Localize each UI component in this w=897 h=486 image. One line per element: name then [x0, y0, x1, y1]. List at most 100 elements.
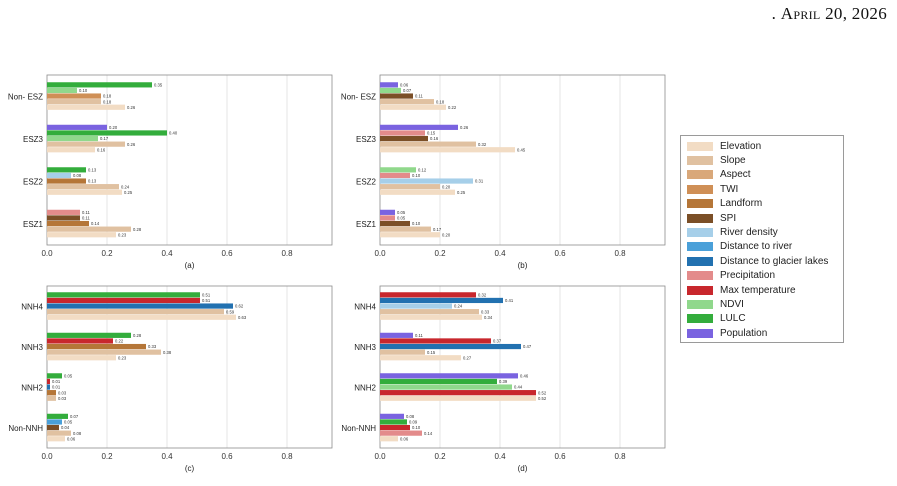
- legend-label: Population: [720, 327, 768, 339]
- legend-item: Population: [687, 326, 837, 340]
- bar: [380, 373, 518, 379]
- bar-value-label: 0.31: [475, 179, 484, 184]
- bar-value-label: 0.10: [412, 425, 421, 430]
- bar-value-label: 0.24: [454, 304, 463, 309]
- header-date: April 20, 2026: [780, 4, 887, 23]
- bar: [47, 209, 80, 215]
- legend-swatch: [687, 256, 713, 266]
- bar: [47, 87, 77, 94]
- legend-label: Aspect: [720, 169, 751, 181]
- legend-swatch: [687, 213, 713, 223]
- bar: [47, 232, 116, 238]
- bar-value-label: 0.17: [100, 136, 109, 141]
- bar: [47, 124, 107, 130]
- bar-value-label: 0.28: [133, 227, 142, 232]
- x-tick-label: 0.2: [101, 249, 113, 258]
- bar: [47, 303, 233, 309]
- category-label: NNH3: [21, 343, 43, 352]
- legend-item: Aspect: [687, 168, 837, 182]
- legend-item: Distance to glacier lakes: [687, 254, 837, 268]
- bar-value-label: 0.14: [91, 221, 100, 226]
- bar-value-label: 0.04: [61, 425, 70, 430]
- x-tick-label: 0.8: [281, 452, 293, 461]
- legend-swatch: [687, 141, 713, 151]
- bar: [380, 314, 482, 320]
- legend-item: River density: [687, 225, 837, 239]
- bar-value-label: 0.05: [397, 216, 406, 221]
- legend-item: Landform: [687, 197, 837, 211]
- x-tick-label: 0.4: [161, 452, 173, 461]
- legend-item: SPI: [687, 211, 837, 225]
- bar-value-label: 0.05: [397, 210, 406, 215]
- bar: [47, 220, 89, 227]
- bar: [380, 141, 476, 147]
- bar-value-label: 0.41: [505, 298, 514, 303]
- legend-item: TWI: [687, 182, 837, 196]
- panel-label: (b): [518, 261, 528, 270]
- bar: [380, 130, 425, 136]
- bar-value-label: 0.47: [523, 344, 532, 349]
- bar: [47, 215, 80, 221]
- bar-value-label: 0.03: [58, 396, 67, 401]
- bar-value-label: 0.63: [238, 315, 247, 320]
- bar-value-label: 0.10: [412, 173, 421, 178]
- legend-label: Distance to glacier lakes: [720, 255, 829, 267]
- bar-value-label: 0.09: [409, 420, 418, 425]
- bar-value-label: 0.20: [109, 125, 118, 130]
- bar-value-label: 0.52: [538, 396, 547, 401]
- bar-value-label: 0.01: [52, 379, 61, 384]
- bar-value-label: 0.40: [169, 131, 178, 136]
- bar-value-label: 0.33: [481, 309, 490, 314]
- bar: [380, 178, 473, 184]
- bar-value-label: 0.11: [82, 216, 91, 221]
- bar: [47, 419, 62, 425]
- category-label: ESZ2: [356, 177, 377, 186]
- bar: [380, 419, 407, 425]
- bar: [47, 93, 101, 99]
- legend-item: Max temperature: [687, 283, 837, 297]
- legend-swatch: [687, 271, 713, 281]
- bar-value-label: 0.23: [118, 232, 127, 237]
- bar: [380, 430, 422, 436]
- bar: [380, 82, 398, 88]
- legend-swatch: [687, 328, 713, 338]
- bar: [380, 390, 536, 396]
- bar-value-label: 0.01: [52, 385, 61, 390]
- bar-value-label: 0.11: [82, 210, 91, 215]
- bar-value-label: 0.18: [436, 99, 445, 104]
- legend-label: River density: [720, 227, 778, 239]
- axes-frame: [379, 74, 666, 246]
- bar-value-label: 0.15: [427, 131, 436, 136]
- category-label: NNH3: [354, 343, 376, 352]
- bar-value-label: 0.07: [403, 88, 412, 93]
- legend-label: Slope: [720, 155, 746, 167]
- legend-label: LULC: [720, 313, 746, 325]
- bar: [380, 147, 515, 153]
- bar: [47, 184, 119, 190]
- legend-swatch: [687, 156, 713, 166]
- bar-value-label: 0.06: [400, 436, 409, 441]
- bar-value-label: 0.59: [226, 309, 235, 314]
- bar-value-label: 0.13: [88, 179, 97, 184]
- bar: [380, 413, 404, 419]
- x-tick-label: 0.4: [494, 249, 506, 258]
- legend-item: Precipitation: [687, 269, 837, 283]
- axes-frame: [46, 74, 333, 246]
- bar-value-label: 0.05: [64, 420, 73, 425]
- bar-value-label: 0.51: [202, 292, 211, 297]
- bar: [47, 338, 113, 344]
- category-label: Non- ESZ: [341, 92, 376, 101]
- category-label: NNH2: [354, 383, 376, 392]
- header-prefix: .: [771, 4, 781, 23]
- bar: [47, 172, 71, 179]
- bar-value-label: 0.06: [400, 82, 409, 87]
- bar: [47, 332, 131, 338]
- category-label: Non-NNH: [8, 424, 43, 433]
- bar: [47, 314, 236, 320]
- bar: [47, 355, 116, 361]
- bar: [380, 297, 503, 304]
- legend-label: Distance to river: [720, 241, 793, 253]
- bar: [380, 87, 401, 94]
- bar: [380, 292, 476, 298]
- bar-value-label: 0.51: [202, 298, 211, 303]
